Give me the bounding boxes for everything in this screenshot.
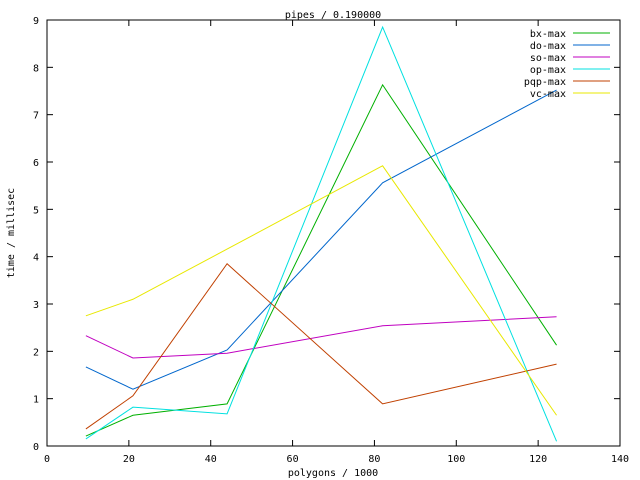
series-line — [85, 316, 557, 359]
y-tick-label: 1 — [33, 395, 39, 406]
x-tick-label: 20 — [123, 454, 135, 465]
x-tick-label: 80 — [368, 454, 380, 465]
x-tick-label: 120 — [529, 454, 547, 465]
x-tick-label: 0 — [44, 454, 50, 465]
legend-label: so-max — [530, 53, 566, 64]
series-line — [85, 25, 558, 442]
y-tick-label: 6 — [33, 158, 39, 169]
series-line — [85, 165, 557, 416]
y-tick-label: 9 — [33, 16, 39, 27]
legend-label: bx-max — [530, 29, 566, 40]
series-line — [85, 263, 557, 430]
series-line — [85, 89, 557, 390]
y-tick-label: 4 — [33, 253, 39, 264]
legend-label: vc-max — [530, 89, 566, 100]
x-tick-label: 100 — [447, 454, 465, 465]
x-axis-label: polygons / 1000 — [288, 468, 378, 479]
legend-label: pqp-max — [524, 77, 566, 88]
y-tick-label: 0 — [33, 442, 39, 453]
series-line — [85, 83, 557, 437]
legend-label: do-max — [530, 41, 566, 52]
y-tick-label: 3 — [33, 300, 39, 311]
y-axis-label: time / millisec — [6, 188, 17, 278]
legend-label: op-max — [530, 65, 566, 76]
x-tick-label: 40 — [205, 454, 217, 465]
y-tick-label: 5 — [33, 205, 39, 216]
y-tick-label: 8 — [33, 63, 39, 74]
plot-frame — [46, 19, 621, 447]
y-tick-label: 2 — [33, 347, 39, 358]
chart-title: pipes / 0.190000 — [285, 10, 381, 21]
y-tick-label: 7 — [33, 111, 39, 122]
x-tick-label: 60 — [287, 454, 299, 465]
x-tick-label: 140 — [611, 454, 629, 465]
